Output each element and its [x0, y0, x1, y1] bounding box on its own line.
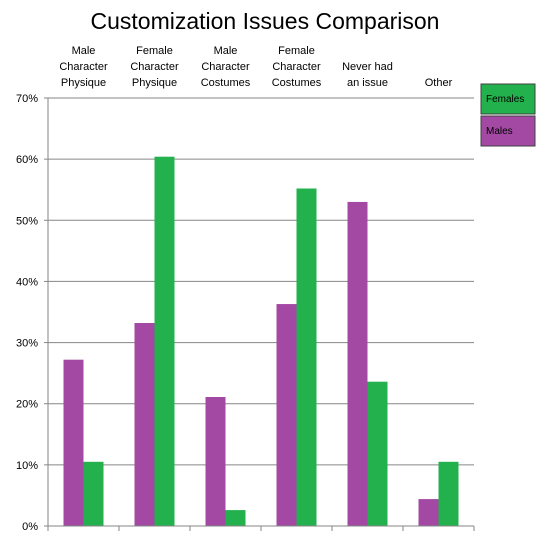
category-label: Costumes — [272, 77, 322, 89]
category-label: Character — [130, 61, 179, 73]
y-tick-label: 60% — [16, 154, 38, 166]
bar-males — [418, 499, 439, 526]
y-tick-label: 50% — [16, 215, 38, 227]
legend-label-males: Males — [486, 126, 513, 137]
bar-males — [276, 304, 297, 526]
category-label: Female — [136, 45, 173, 57]
category-label: Other — [425, 77, 453, 89]
y-tick-label: 0% — [22, 521, 38, 533]
category-label: Character — [272, 61, 321, 73]
bar-females — [296, 188, 317, 526]
bar-females — [438, 461, 459, 526]
y-tick-label: 30% — [16, 338, 38, 350]
bar-females — [83, 461, 104, 526]
category-labels: Male Character Physique Female Character Phys… — [59, 45, 452, 89]
bar-males — [347, 201, 368, 526]
category-label: Physique — [132, 77, 177, 89]
category-label: Character — [201, 61, 250, 73]
y-tick-label: 40% — [16, 276, 38, 288]
bar-females — [367, 381, 388, 526]
category-label: Never had — [342, 61, 393, 73]
gridlines — [48, 97, 474, 466]
legend-swatch-males — [480, 115, 536, 147]
category-label: an issue — [347, 77, 388, 89]
category-label: Costumes — [201, 77, 251, 89]
y-tick-label: 70% — [16, 93, 38, 105]
category-label: Female — [278, 45, 315, 57]
category-label: Physique — [61, 77, 106, 89]
legend-label-females: Females — [486, 94, 524, 105]
y-tick-label: 20% — [16, 399, 38, 411]
bars — [63, 156, 459, 526]
chart-title: Customization Issues Comparison — [91, 8, 440, 34]
bar-males — [63, 359, 84, 526]
bar-males — [205, 396, 226, 526]
bar-females — [225, 510, 246, 526]
bar-males — [134, 323, 155, 526]
axes: 0% 10% 20% 30% 40% 50% 60% 70% — [16, 93, 475, 533]
category-label: Male — [214, 45, 238, 57]
y-tick-label: 10% — [16, 460, 38, 472]
category-label: Male — [72, 45, 96, 57]
legend: Females Males — [480, 83, 536, 147]
bar-females — [154, 156, 175, 526]
category-label: Character — [59, 61, 108, 73]
legend-swatch-females — [480, 83, 536, 115]
